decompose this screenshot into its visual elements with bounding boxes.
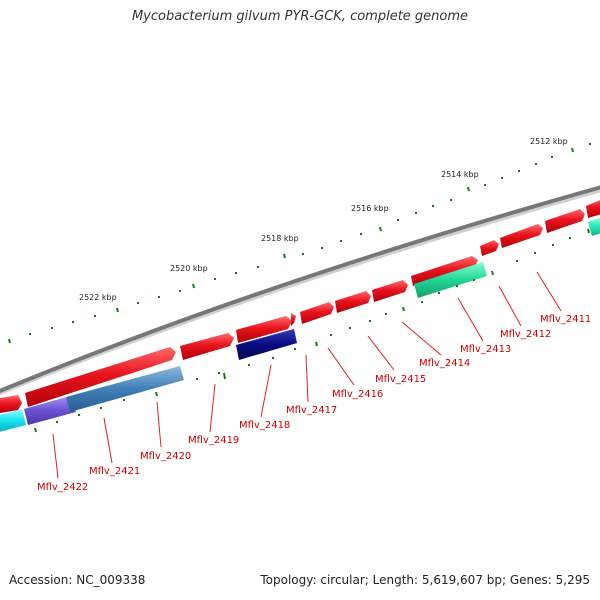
gene-forward bbox=[500, 224, 543, 248]
gene-label: Mflv_2419 bbox=[188, 435, 239, 446]
kbp-label: 2522 kbp bbox=[79, 293, 117, 302]
gene-reverse bbox=[588, 217, 600, 236]
gene-forward bbox=[545, 209, 585, 233]
backbone-shadow bbox=[0, 186, 600, 396]
gene-forward bbox=[236, 316, 292, 343]
gene-forward bbox=[25, 347, 176, 407]
gene-label: Mflv_2413 bbox=[460, 344, 511, 355]
kbp-label: 2516 kbp bbox=[351, 204, 389, 213]
reverse-strand-genes bbox=[0, 217, 600, 432]
gene-reverse bbox=[0, 409, 26, 432]
map-title: Mycobacterium gilvum PYR-GCK, complete g… bbox=[131, 9, 469, 24]
gene-reverse bbox=[24, 396, 76, 425]
gene-forward bbox=[411, 256, 478, 286]
gene-reverse bbox=[414, 262, 487, 298]
forward-strand-genes bbox=[0, 200, 600, 414]
outer-scale-ticks bbox=[8, 143, 591, 344]
kbp-label: 2512 kbp bbox=[530, 137, 568, 146]
gene-label: Mflv_2412 bbox=[500, 329, 551, 340]
gene-label: Mflv_2422 bbox=[37, 482, 88, 493]
gene-label: Mflv_2415 bbox=[375, 374, 426, 385]
kbp-label: 2518 kbp bbox=[261, 234, 299, 243]
gene-label: Mflv_2411 bbox=[540, 314, 591, 325]
gene-forward bbox=[0, 395, 22, 414]
gene-forward bbox=[372, 280, 408, 302]
gene-label: Mflv_2418 bbox=[239, 420, 290, 431]
gene-reverse bbox=[66, 366, 184, 412]
gene-label: Mflv_2420 bbox=[140, 451, 191, 462]
gene-forward bbox=[180, 333, 234, 360]
accession-text: Accession: NC_009338 bbox=[9, 573, 146, 587]
gene-forward bbox=[300, 302, 334, 324]
gene-label: Mflv_2421 bbox=[89, 466, 140, 477]
kbp-label-group: 2512 kbp 2514 kbp 2516 kbp 2518 kbp 2520… bbox=[79, 137, 568, 302]
genome-backbone bbox=[0, 185, 600, 394]
gene-forward bbox=[335, 291, 371, 313]
gene-label: Mflv_2416 bbox=[332, 389, 383, 400]
kbp-label: 2514 kbp bbox=[441, 170, 479, 179]
gene-forward bbox=[480, 240, 499, 256]
inner-scale-ticks bbox=[34, 228, 590, 433]
gene-label: Mflv_2414 bbox=[419, 358, 470, 369]
label-leader-lines bbox=[52, 271, 562, 479]
gene-label-group: Mflv_2411 Mflv_2412 Mflv_2413 Mflv_2414 … bbox=[37, 314, 591, 493]
topology-text: Topology: circular; Length: 5,619,607 bp… bbox=[260, 573, 590, 587]
gene-forward bbox=[291, 313, 296, 326]
gene-forward bbox=[586, 200, 600, 218]
gene-reverse bbox=[236, 329, 297, 360]
kbp-label: 2520 kbp bbox=[170, 264, 208, 273]
gene-label: Mflv_2417 bbox=[286, 405, 337, 416]
